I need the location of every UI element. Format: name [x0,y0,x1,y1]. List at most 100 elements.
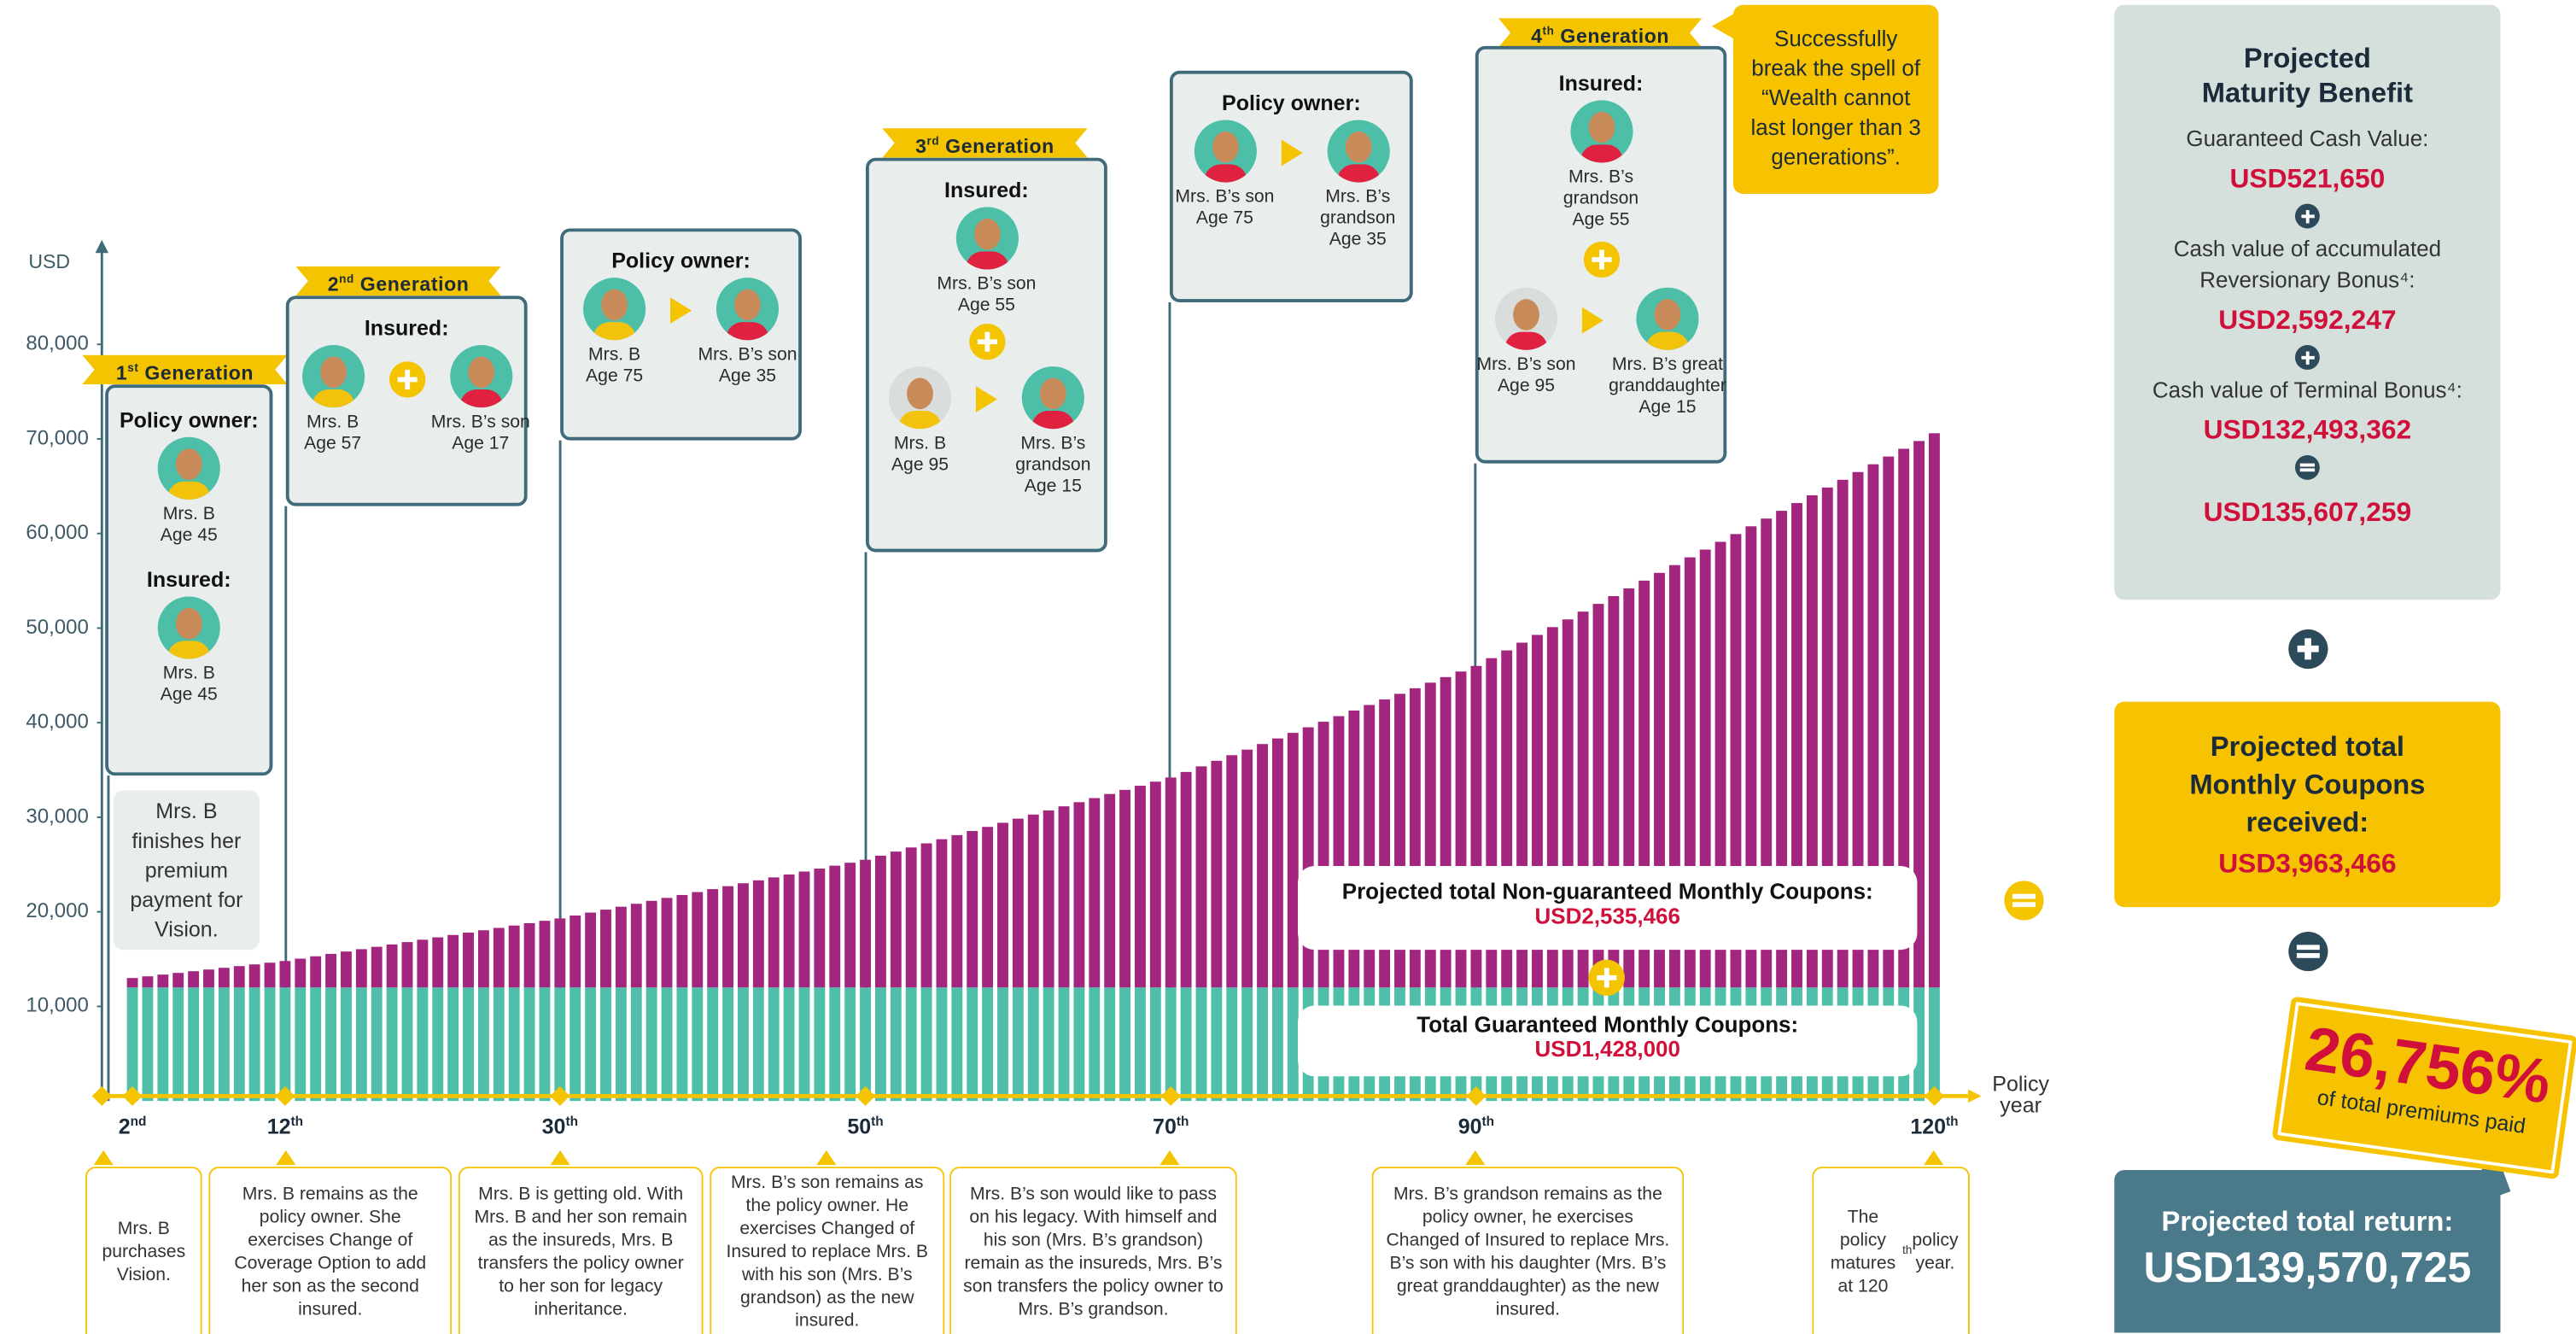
bar [585,912,597,988]
bar [874,987,886,1102]
bar [600,910,611,988]
bar [401,987,413,1102]
bar [982,827,994,988]
bar [172,973,184,988]
person-name: Mrs. B’s son [698,345,797,366]
ribbon: 2nd Generation [295,266,501,296]
bar [218,987,230,1102]
callout: Successfully break the spell of “Wealth … [1732,4,1939,195]
tspan: 50 [847,1115,871,1139]
bar [1135,987,1146,1102]
sup: th [1902,1244,1913,1256]
bar [1089,987,1101,1102]
bar [172,987,184,1102]
bar [1837,479,1849,988]
bar [645,900,657,988]
step-note: Mrs. B is getting old. With Mrs. B and h… [458,1167,704,1334]
bar [539,987,551,1102]
bar [783,874,795,988]
bar [401,942,413,988]
person-age: Age 75 [586,366,644,387]
text: Projected total return: [2161,1206,2454,1237]
panel-title: Projected Maturity Benefit [2201,43,2413,108]
person: Mrs. B’s grandson Age 15 [1001,366,1106,498]
step-note: Mrs. B remains as the policy owner. She … [208,1167,453,1334]
bar [477,987,489,1102]
avatar [1569,100,1633,163]
sup: st [127,363,139,375]
plus-icon [1582,241,1620,278]
bar [1149,781,1161,988]
section-heading: Insured: [146,566,231,592]
person-name: Mrs. B [162,504,215,524]
bar [1165,777,1177,988]
ribbon: 4th Generation [1498,18,1703,48]
bar [692,892,704,988]
note-pointer [1924,1150,1944,1166]
person-name: Mrs. B [162,664,215,684]
bar [386,944,398,988]
x-tick [855,1085,876,1106]
person: Mrs. B’s son Age 75 [1172,120,1277,230]
coupons-panel: Projected total Monthly Coupons received… [2114,701,2501,908]
bar [860,987,871,1102]
bar [142,976,154,988]
bar [722,886,734,988]
bar [463,933,474,988]
amount: USD1,428,000 [1534,1037,1680,1062]
bar [570,987,581,1102]
person-age: Age 57 [304,433,362,454]
bar [142,987,154,1102]
bar [1135,786,1146,988]
bar [1287,733,1299,988]
people-row: Mrs. B’s son Age 95 Mrs. B’s great grandda… [1474,287,1728,419]
avatar [449,345,512,408]
tspan: 12 [267,1115,291,1139]
person: Mrs. B Age 75 [562,278,667,388]
person-age: Age 75 [1195,208,1253,229]
bar [1012,987,1024,1102]
amount: USD2,535,466 [1534,904,1680,929]
person: Mrs. B Age 45 [137,436,242,547]
person-age: Age 55 [1572,210,1630,231]
x-axis-label: Policy year [1992,1071,2050,1118]
bar [722,987,734,1102]
tspan: 30 [542,1115,566,1139]
panel-value: USD3,963,466 [2218,849,2397,880]
note-pointer [1465,1150,1486,1166]
section-heading: Insured: [944,177,1029,202]
person-name: Mrs. B’s son [1476,354,1576,375]
person: Mrs. B’s great granddaughter Age 15 [1607,287,1728,419]
bar [1073,802,1085,988]
person-name: Mrs. B’s son [430,412,530,433]
bar [997,822,1008,988]
bar [1027,814,1039,988]
avatar [583,278,646,341]
bar [829,987,841,1102]
non-guaranteed-box: Projected total Non-guaranteed Monthly C… [1298,866,1918,951]
plus-icon [968,324,1005,360]
bar [1806,494,1818,988]
bar [1913,441,1925,988]
bar [936,839,948,988]
bar [1226,755,1238,988]
bar [707,889,719,988]
person-name: Mrs. B’s grandson [1015,433,1091,476]
person-name: Mrs. B’s great granddaughter [1609,354,1726,396]
x-tick-label: 90th [1458,1115,1494,1139]
bar [1226,987,1238,1102]
x-tick-label: 12th [267,1115,303,1139]
bar [1165,987,1177,1102]
x-tick-label: 70th [1153,1115,1189,1139]
panel-label: Cash value of accumulated Reversionary B… [2173,237,2442,293]
bar [951,834,963,988]
bar [386,987,398,1102]
bar [203,969,214,988]
note-pointer [93,1150,114,1166]
avatar [955,207,1018,270]
bar [1241,987,1253,1102]
bar [432,987,444,1102]
section-heading: Policy owner: [1222,90,1361,115]
bar [1058,987,1070,1102]
